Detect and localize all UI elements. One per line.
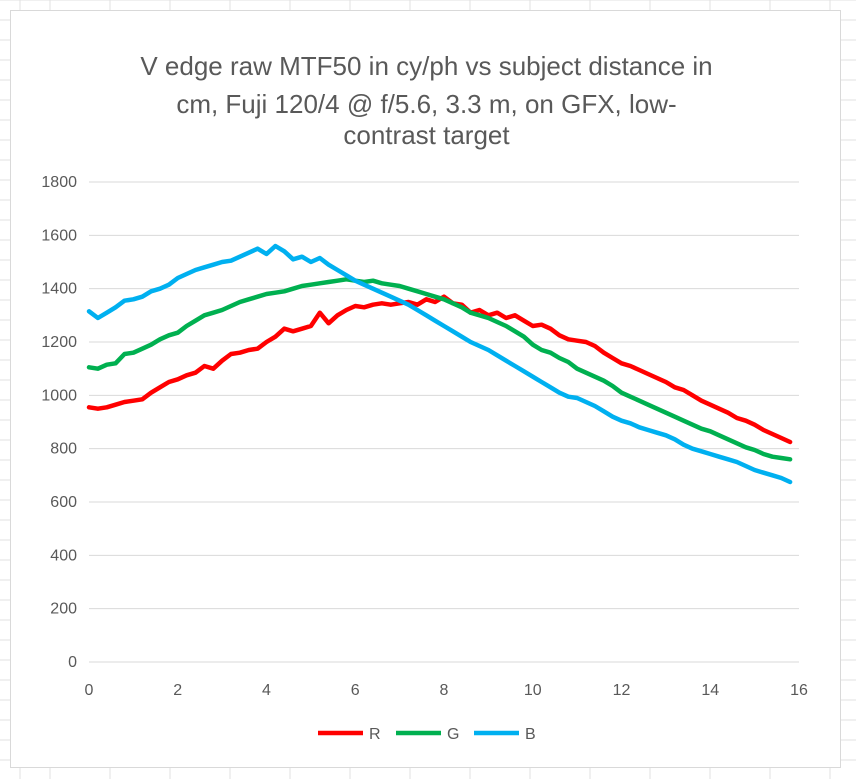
x-tick-label: 0 [85,682,94,699]
line-chart: V edge raw MTF50 in cy/ph vs subject dis… [41,51,808,743]
x-tick-label: 8 [440,682,449,699]
chart-title: V edge raw MTF50 in cy/ph vs subject dis… [140,51,712,150]
series-line-G [86,277,793,462]
x-tick-label: 16 [790,682,808,699]
x-tick-label: 10 [524,682,542,699]
y-tick-label: 1000 [41,387,77,404]
y-tick-label: 400 [50,547,77,564]
x-tick-label: 4 [262,682,271,699]
y-tick-label: 800 [50,441,77,458]
plot-series [86,243,793,485]
x-axis: 0 2 4 6 8 10 12 14 16 [85,682,808,699]
y-tick-label: 0 [68,654,77,671]
legend-label-R: R [369,726,381,743]
legend-label-G: G [447,726,459,743]
y-tick-label: 1200 [41,334,77,351]
chart-area[interactable]: V edge raw MTF50 in cy/ph vs subject dis… [10,10,841,768]
chart-title-line-3: contrast target [343,120,510,150]
y-tick-label: 1400 [41,281,77,298]
y-tick-label: 1800 [41,174,77,191]
legend-label-B: B [525,726,536,743]
x-tick-label: 6 [351,682,360,699]
y-tick-label: 600 [50,494,77,511]
x-tick-label: 2 [173,682,182,699]
series-line-B [86,243,793,485]
y-tick-label: 200 [50,601,77,618]
x-tick-label: 14 [701,682,719,699]
chart-title-line-2: cm, Fuji 120/4 @ f/5.6, 3.3 m, on GFX, l… [176,89,676,119]
x-tick-label: 12 [613,682,631,699]
chart-title-line-1: V edge raw MTF50 in cy/ph vs subject dis… [140,51,712,81]
y-axis: 0 200 400 600 800 1000 1200 1400 1600 1800 [41,174,77,671]
y-tick-label: 1600 [41,227,77,244]
gridlines [89,181,799,663]
